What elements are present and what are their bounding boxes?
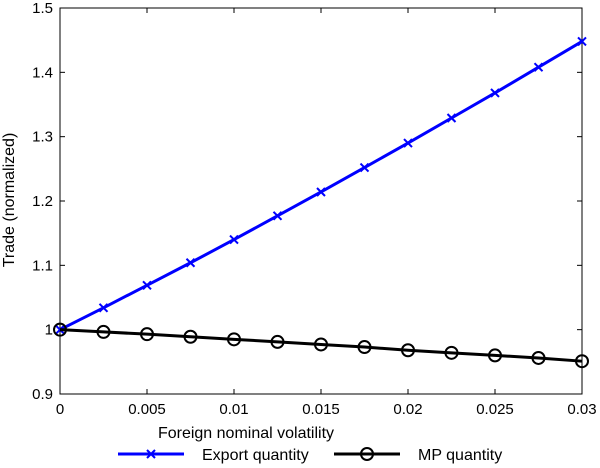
export-quantity-point: [98, 303, 109, 313]
mp-quantity-line: [59, 328, 583, 363]
axis-ticks: 0 0.005 0.01 0.015 0.02 0.025 0.03 0.9 1 1.1 1.2 1.…: [32, 0, 596, 418]
mp-quantity-point: [96, 324, 111, 339]
x-marker-stroke: [446, 113, 457, 123]
x-marker-stroke: [185, 258, 196, 268]
mp-quantity-point: [531, 350, 546, 365]
x-tick-label: 0.01: [219, 401, 248, 418]
series-mp-quantity: [53, 322, 589, 369]
export-quantity-point: [185, 258, 196, 268]
export-quantity-point: [446, 113, 457, 123]
mp-quantity-point: [227, 332, 241, 347]
x-tick-label: 0: [56, 401, 64, 418]
legend: Export quantity MP quantity: [118, 447, 502, 464]
x-marker-stroke: [490, 88, 500, 98]
x-tick-label: 0.02: [393, 401, 422, 418]
legend-swatch-marker: [360, 447, 374, 461]
x-tick-label: 0.03: [567, 401, 596, 418]
export-quantity-line: [59, 40, 583, 332]
y-tick-label: 1.1: [32, 257, 53, 274]
plot-border: [59, 7, 583, 395]
mp-quantity-point: [401, 343, 415, 358]
mp-quantity-point: [575, 354, 589, 369]
mp-quantity-point: [314, 337, 328, 352]
mp-quantity-point: [357, 340, 372, 355]
legend-label: MP quantity: [418, 447, 502, 464]
x-marker-stroke: [98, 303, 109, 313]
x-marker-stroke: [359, 162, 370, 173]
mp-quantity-point: [183, 329, 198, 344]
x-marker-stroke: [533, 62, 544, 72]
plot-area: [59, 7, 583, 395]
x-marker-stroke: [316, 187, 326, 197]
legend-entry-mp-quantity: MP quantity: [334, 447, 502, 464]
mp-quantity-point: [488, 348, 502, 363]
series-export-quantity: [55, 36, 587, 335]
export-quantity-point: [229, 234, 239, 245]
y-tick-label: 1.4: [32, 64, 53, 81]
x-tick-label: 0.005: [128, 401, 166, 418]
y-tick-label: 1: [45, 322, 53, 339]
x-marker-stroke: [229, 234, 239, 245]
y-tick-label: 1.5: [32, 0, 53, 17]
x-marker-stroke: [403, 138, 413, 148]
export-quantity-point: [577, 36, 587, 47]
y-axis-title: Trade (normalized): [1, 133, 18, 268]
legend-label: Export quantity: [202, 447, 309, 464]
export-quantity-point: [142, 280, 152, 290]
x-marker-stroke: [142, 280, 152, 290]
y-tick-label: 1.3: [32, 129, 53, 146]
export-quantity-point: [272, 211, 283, 221]
mp-quantity-point: [270, 334, 285, 349]
legend-entry-export-quantity: Export quantity: [118, 447, 309, 464]
x-axis-title: Foreign nominal volatility: [158, 425, 334, 442]
x-marker-stroke: [272, 211, 283, 221]
x-marker-stroke: [146, 449, 156, 459]
x-marker-stroke: [577, 36, 587, 47]
y-tick-label: 0.9: [32, 386, 53, 403]
export-quantity-point: [359, 162, 370, 173]
y-tick-label: 1.2: [32, 193, 53, 210]
export-quantity-point: [316, 187, 326, 197]
x-tick-label: 0.015: [302, 401, 340, 418]
mp-quantity-point: [444, 345, 459, 360]
mp-quantity-point: [140, 327, 154, 342]
series-layer: [53, 36, 589, 369]
legend-swatch-marker: [146, 449, 156, 459]
export-quantity-point: [403, 138, 413, 148]
export-quantity-point: [490, 88, 500, 98]
mp-quantity-point: [53, 322, 67, 337]
export-quantity-point: [533, 62, 544, 72]
x-tick-label: 0.025: [476, 401, 514, 418]
